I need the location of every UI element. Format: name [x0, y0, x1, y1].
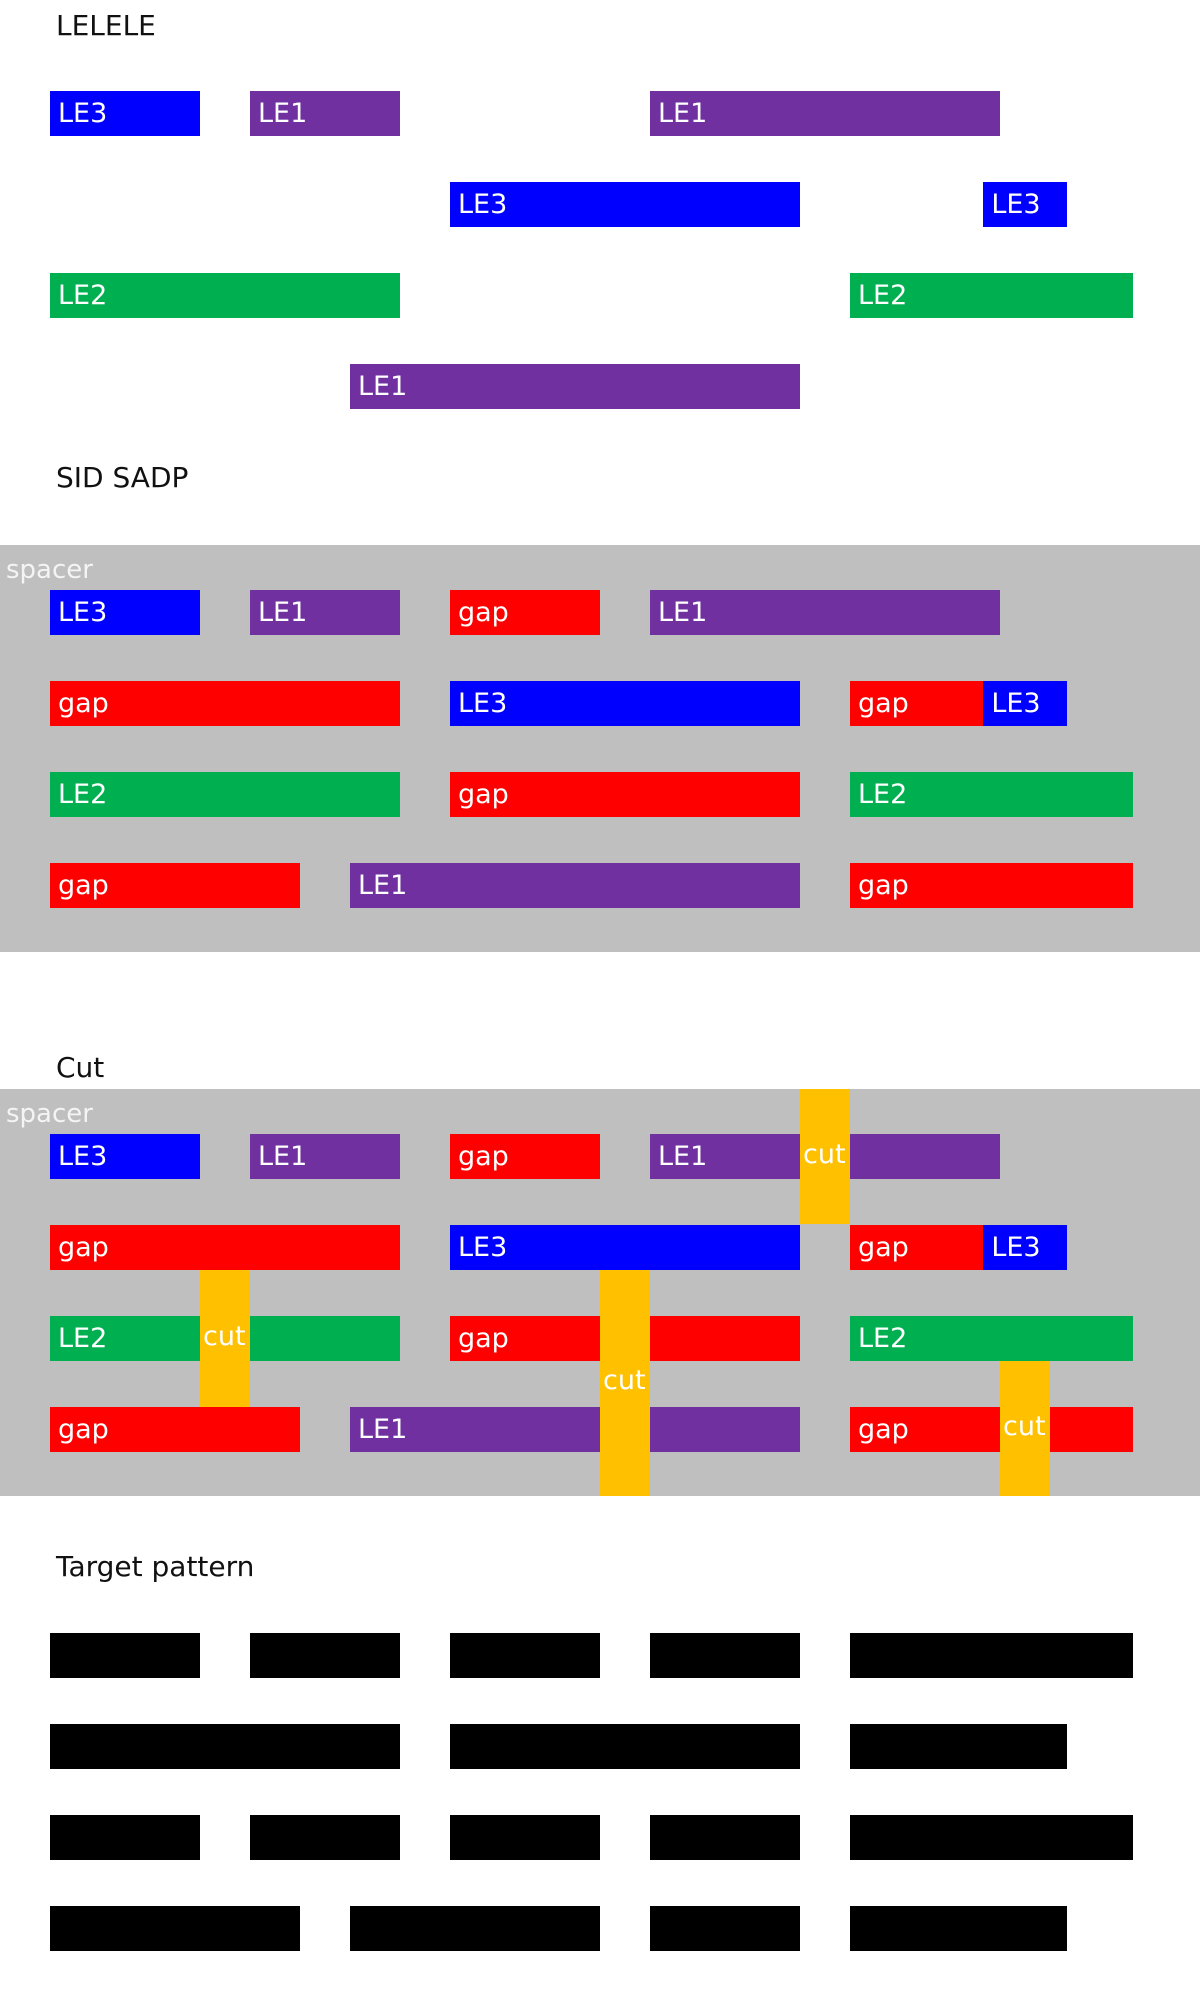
cut-spacer-panel: spacer LE3 LE1 gap LE1 gap LE3 gap LE3 LE2 gap LE2…: [0, 1089, 1200, 1496]
target-target-line-r0-3: [650, 1633, 800, 1678]
cut-le-bar-r3-1: LE1: [350, 1407, 800, 1452]
target-pattern: [0, 1600, 1200, 1998]
sid-le-bar-r2-0: LE2: [50, 772, 400, 817]
cut-label-0: cut: [803, 1138, 846, 1170]
sid-sadp-spacer-panel: spacer LE3 LE1 gap LE1 gap LE3 gap LE3 LE2 gap LE2…: [0, 545, 1200, 952]
lelele-le-bar-r2-1: LE2: [850, 273, 1134, 318]
target-target-line-r3-1: [350, 1906, 600, 1951]
target-target-line-r2-1: [250, 1815, 400, 1860]
target-target-line-r2-3: [650, 1815, 800, 1860]
sid-spacer-label: spacer: [6, 555, 93, 585]
sid-gap-r0-2: gap: [450, 590, 600, 635]
target-target-line-r0-2: [450, 1633, 600, 1678]
lelele-le-bar-r0-2: LE1: [650, 91, 1000, 136]
lelele-le-bar-r0-0: LE3: [50, 91, 200, 136]
target-target-line-r0-0: [50, 1633, 200, 1678]
cut-spacer-label: spacer: [6, 1099, 93, 1129]
cut-mask-0: cut: [800, 1089, 850, 1224]
lelele-pattern: LE3 LE1 LE1 LE3 LE3 LE2 LE2 LE1: [0, 0, 1200, 430]
target-target-line-r3-0: [50, 1906, 300, 1951]
target-target-line-r1-3: [983, 1724, 1067, 1769]
target-pattern-title: Target pattern: [56, 1550, 255, 1583]
sid-gap-r2-1: gap: [450, 772, 800, 817]
sid-gap-r3-0: gap: [50, 863, 300, 908]
target-target-line-r3-3: [850, 1906, 1000, 1951]
target-target-line-r1-2: [850, 1724, 1000, 1769]
target-target-line-r3-2: [650, 1906, 800, 1951]
target-target-line-r1-0: [50, 1724, 400, 1769]
cut-gap-r3-2: gap: [850, 1407, 1134, 1452]
sid-gap-r3-2: gap: [850, 863, 1134, 908]
cut-title: Cut: [56, 1051, 105, 1084]
lelele-le-bar-r3-0: LE1: [350, 364, 800, 409]
cut-mask-3: cut: [1000, 1361, 1050, 1496]
cut-gap-r3-0: gap: [50, 1407, 300, 1452]
cut-le-bar-r0-1: LE1: [250, 1134, 400, 1179]
cut-le-bar-r1-3: LE3: [983, 1225, 1067, 1270]
cut-gap-r0-2: gap: [450, 1134, 600, 1179]
sid-le-bar-r2-2: LE2: [850, 772, 1134, 817]
target-target-line-r1-1: [450, 1724, 800, 1769]
sid-gap-r1-0: gap: [50, 681, 400, 726]
cut-label-1: cut: [203, 1320, 246, 1352]
lelele-le-bar-r2-0: LE2: [50, 273, 400, 318]
cut-le-bar-r2-2: LE2: [850, 1316, 1134, 1361]
sid-le-bar-r0-3: LE1: [650, 590, 1000, 635]
cut-mask-2: cut: [600, 1270, 650, 1496]
target-target-line-r2-4: [850, 1815, 1134, 1860]
cut-label-3: cut: [1003, 1410, 1046, 1442]
sid-le-bar-r1-3: LE3: [983, 681, 1067, 726]
lelele-le-bar-r0-1: LE1: [250, 91, 400, 136]
cut-le-bar-r1-1: LE3: [450, 1225, 800, 1270]
sid-le-bar-r1-1: LE3: [450, 681, 800, 726]
sid-le-bar-r0-1: LE1: [250, 590, 400, 635]
cut-label-2: cut: [603, 1365, 646, 1396]
sid-sadp-title: SID SADP: [56, 461, 189, 494]
cut-le-bar-r0-0: LE3: [50, 1134, 200, 1179]
sid-le-bar-r0-0: LE3: [50, 590, 200, 635]
sid-gap-r1-2: gap: [850, 681, 1000, 726]
cut-gap-r1-2: gap: [850, 1225, 1000, 1270]
lelele-title: LELELE: [56, 9, 156, 42]
cut-gap-r1-0: gap: [50, 1225, 400, 1270]
lelele-le-bar-r1-1: LE3: [983, 182, 1067, 227]
lelele-le-bar-r1-0: LE3: [450, 182, 800, 227]
sid-le-bar-r3-1: LE1: [350, 863, 800, 908]
target-target-line-r0-1: [250, 1633, 400, 1678]
cut-mask-1: cut: [200, 1270, 250, 1407]
target-target-line-r2-2: [450, 1815, 600, 1860]
target-target-line-r2-0: [50, 1815, 200, 1860]
target-target-line-r0-4: [850, 1633, 1134, 1678]
target-target-line-r3-4: [983, 1906, 1067, 1951]
